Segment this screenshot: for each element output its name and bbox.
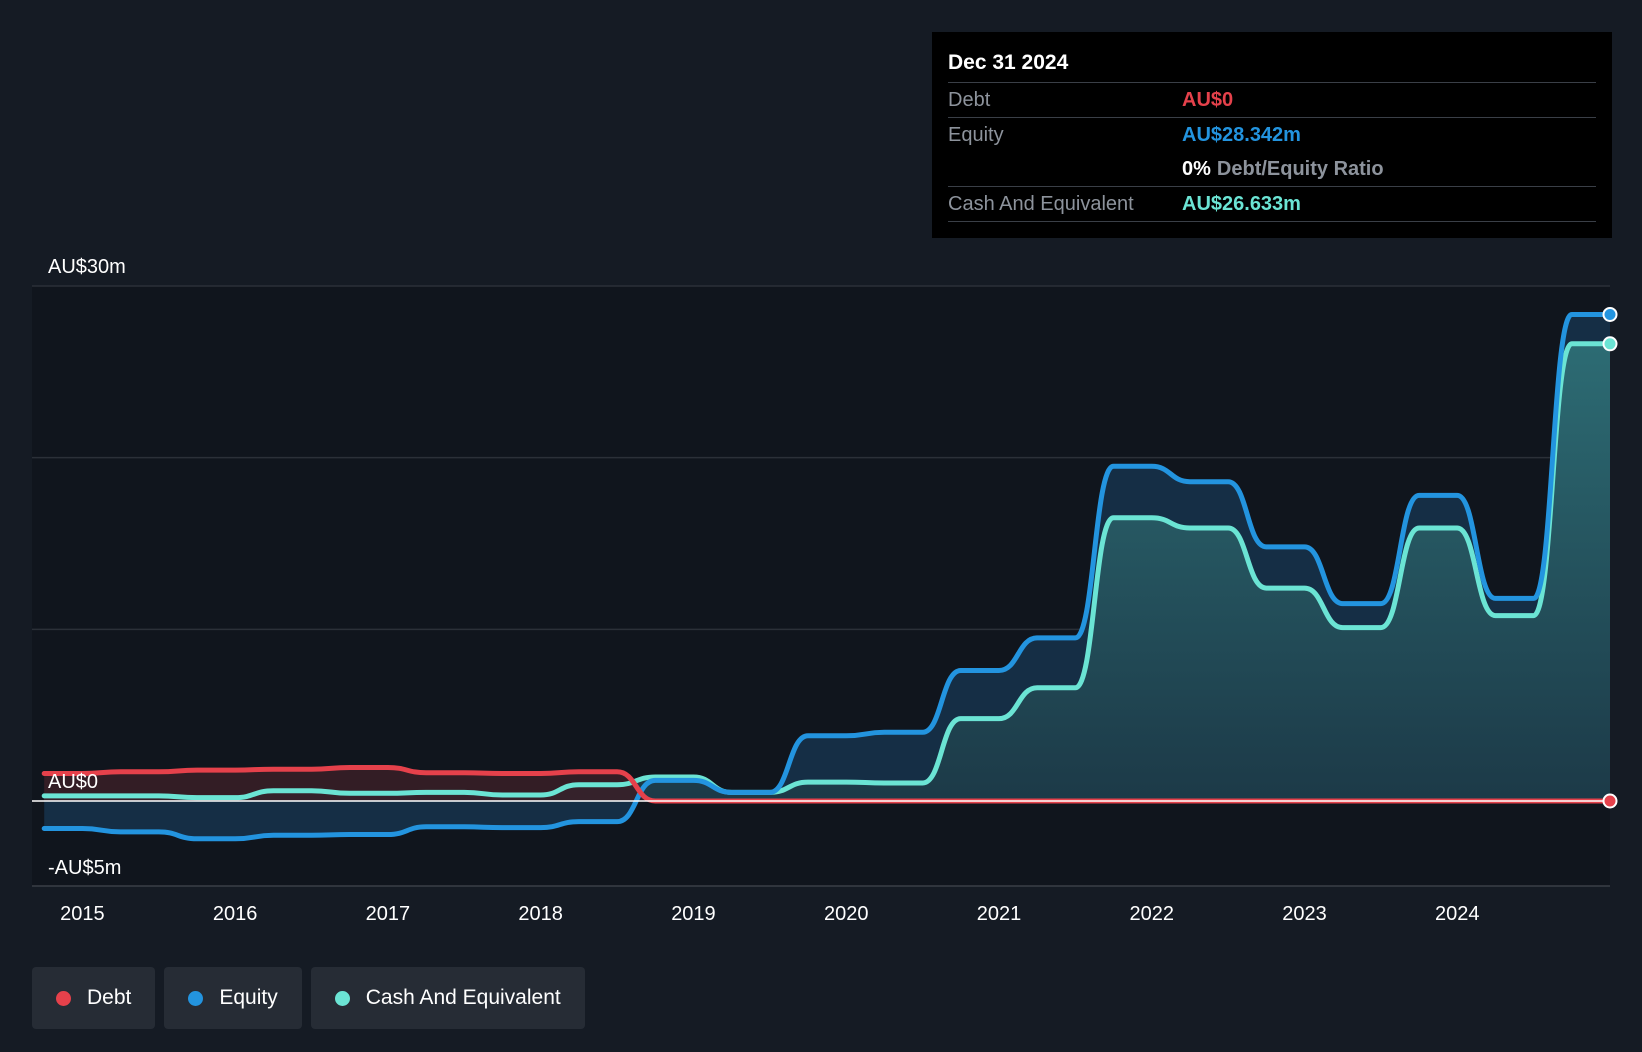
y-tick-label: AU$0	[48, 771, 98, 793]
legend-item-equity[interactable]: Equity	[164, 967, 302, 1029]
tooltip-ratio-label: Debt/Equity Ratio	[1216, 158, 1384, 180]
legend-label-debt: Debt	[87, 986, 132, 1009]
x-tick-label: 2018	[518, 903, 563, 925]
equity-end-marker[interactable]	[1602, 306, 1618, 322]
tooltip-panel: Dec 31 2024 Debt AU$0 Equity AU$28.342m …	[932, 32, 1612, 238]
tooltip-cash-value: AU$26.633m	[1182, 193, 1301, 215]
tooltip-equity-value: AU$28.342m	[1182, 124, 1301, 146]
tooltip-equity-label: Equity	[948, 124, 1004, 146]
cash-end-marker[interactable]	[1602, 336, 1618, 352]
legend-item-cash[interactable]: Cash And Equivalent	[310, 967, 585, 1029]
tooltip-row-ratio: 0% Debt/Equity Ratio	[948, 152, 1596, 187]
axis-labels: AU$30m AU$0 -AU$5m 2015 2016 2017 2018 2019 2020…	[48, 256, 1479, 925]
x-tick-label: 2021	[977, 903, 1022, 925]
y-tick-label: AU$30m	[48, 256, 126, 278]
x-tick-label: 2016	[213, 903, 258, 925]
legend-item-debt[interactable]: Debt	[32, 967, 156, 1029]
equity-line	[41, 312, 1613, 842]
x-tick-label: 2023	[1282, 903, 1327, 925]
end-markers	[1602, 306, 1618, 809]
cash-line	[41, 341, 1613, 801]
legend-label-equity: Equity	[219, 986, 278, 1009]
legend-dot-debt-icon	[56, 990, 71, 1006]
legend-label-cash: Cash And Equivalent	[365, 986, 561, 1009]
x-tick-label: 2019	[671, 903, 716, 925]
legend: Debt Equity Cash And Equivalent	[32, 967, 585, 1029]
x-tick-label: 2017	[366, 903, 411, 925]
tooltip-date: Dec 31 2024	[948, 44, 1596, 83]
tooltip-ratio-value: 0%	[1182, 158, 1211, 180]
tooltip-debt-value: AU$0	[1182, 89, 1234, 111]
x-tick-label: 2024	[1435, 903, 1480, 925]
tooltip-debt-label: Debt	[948, 89, 991, 111]
tooltip-row-debt: Debt AU$0	[948, 83, 1596, 118]
tooltip-row-equity: Equity AU$28.342m	[948, 118, 1596, 152]
debt-end-marker[interactable]	[1602, 793, 1618, 809]
x-tick-label: 2022	[1129, 903, 1174, 925]
x-tick-label: 2020	[824, 903, 869, 925]
tooltip-cash-label: Cash And Equivalent	[948, 193, 1134, 215]
tooltip-row-cash: Cash And Equivalent AU$26.633m	[948, 187, 1596, 222]
x-tick-label: 2015	[60, 903, 105, 925]
cash-area	[44, 343, 1611, 801]
legend-dot-cash-icon	[334, 990, 350, 1006]
y-tick-label: -AU$5m	[48, 857, 121, 879]
legend-dot-equity-icon	[188, 990, 204, 1006]
